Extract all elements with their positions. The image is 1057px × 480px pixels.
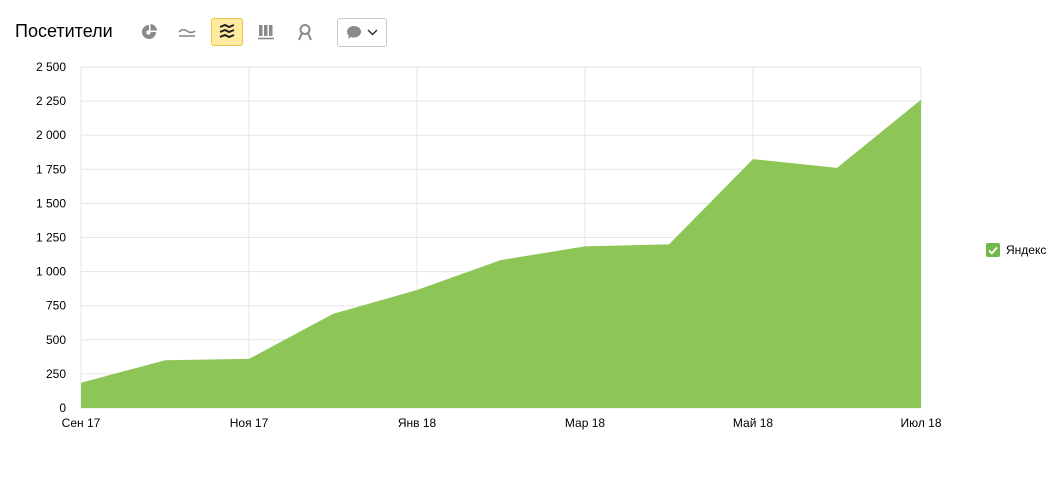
y-tick-label: 1 500 xyxy=(36,196,66,210)
area-chart: 0 250 500 750 1 000 1 250 1 500 1 750 2 000 2 250… xyxy=(36,60,942,430)
bar-chart-icon xyxy=(258,25,274,40)
chart-toolbar: Посетители xyxy=(0,0,1057,62)
y-tick-label: 2 500 xyxy=(36,60,66,74)
chart-area: 0 250 500 750 1 000 1 250 1 500 1 750 2 000 2 250… xyxy=(0,56,960,446)
line-chart-button[interactable] xyxy=(171,18,203,46)
x-tick-label: Сен 17 xyxy=(62,416,101,430)
legend-item-yandex[interactable]: Яндекс xyxy=(986,243,1046,257)
x-tick-label: Май 18 xyxy=(733,416,774,430)
chart-title: Посетители xyxy=(15,21,113,41)
speech-bubble-icon xyxy=(347,26,361,39)
notes-dropdown[interactable] xyxy=(337,18,387,47)
series-area-0 xyxy=(81,99,921,409)
bar-chart-button[interactable] xyxy=(250,18,282,46)
chevron-down-icon xyxy=(367,29,378,36)
x-tick-label: Янв 18 xyxy=(398,416,437,430)
area-chart-button[interactable] xyxy=(211,18,243,46)
y-tick-label: 2 000 xyxy=(36,128,66,142)
map-button[interactable] xyxy=(289,18,321,46)
y-tick-label: 1 250 xyxy=(36,231,66,245)
pie-chart-icon xyxy=(142,24,157,39)
y-tick-label: 250 xyxy=(46,367,66,381)
area-chart-icon xyxy=(219,23,235,39)
x-axis: Сен 17 Ноя 17 Янв 18 Мар 18 Май 18 Июл 18 xyxy=(62,416,942,430)
x-tick-label: Ноя 17 xyxy=(230,416,269,430)
y-axis: 0 250 500 750 1 000 1 250 1 500 1 750 2 000 2 250… xyxy=(36,60,66,415)
pie-chart-button[interactable] xyxy=(133,18,165,46)
y-tick-label: 1 750 xyxy=(36,162,66,176)
y-tick-label: 750 xyxy=(46,299,66,313)
checkmark-icon xyxy=(988,246,998,255)
y-tick-label: 500 xyxy=(46,333,66,347)
y-tick-label: 0 xyxy=(59,401,66,415)
x-tick-label: Июл 18 xyxy=(900,416,941,430)
line-chart-icon xyxy=(178,28,196,37)
legend-checkbox[interactable] xyxy=(986,243,1000,257)
series-layer xyxy=(81,99,921,409)
y-tick-label: 2 250 xyxy=(36,94,66,108)
x-tick-label: Мар 18 xyxy=(565,416,605,430)
y-tick-label: 1 000 xyxy=(36,265,66,279)
legend-label: Яндекс xyxy=(1006,243,1047,257)
map-pin-icon xyxy=(298,24,312,41)
